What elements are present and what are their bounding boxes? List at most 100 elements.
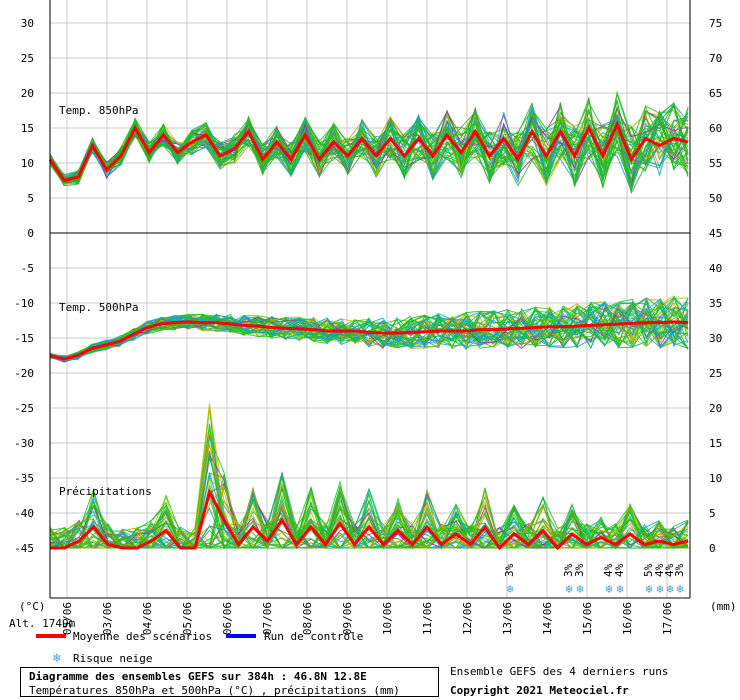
left-tick-label: 10 (21, 157, 34, 170)
axes: 302520151050-5-10-15-20-25-30-35-40-4575… (14, 0, 722, 635)
snow-risk-marker: 4% ❄ (613, 563, 626, 596)
snow-risk-markers: 3%❄3%❄3%❄4%❄4%❄5%❄4%❄4%❄3%❄ (503, 563, 686, 596)
left-tick-label: -40 (14, 507, 34, 520)
t850-panel-label: Temp. 850hPa (59, 104, 138, 117)
runs-note: Ensemble GEFS des 4 derniers runs (450, 665, 669, 678)
date-tick-label: 06/06 (221, 602, 234, 635)
left-tick-label: -15 (14, 332, 34, 345)
left-tick-label: -20 (14, 367, 34, 380)
left-tick-label: -10 (14, 297, 34, 310)
precip-member-line (49, 485, 689, 550)
snow-risk-pct: 5% (642, 563, 655, 577)
date-tick-label: 03/06 (101, 602, 114, 635)
right-tick-label: 60 (709, 122, 722, 135)
snow-legend-label: Risque neige (73, 652, 153, 665)
left-tick-label: -45 (14, 542, 34, 555)
snow-risk-marker: 3% ❄ (573, 563, 586, 596)
left-tick-label: -25 (14, 402, 34, 415)
right-tick-label: 70 (709, 52, 722, 65)
right-tick-label: 75 (709, 17, 722, 30)
t850-mean-line (48, 120, 689, 183)
date-tick-label: 05/06 (181, 602, 194, 635)
left-tick-label: -5 (21, 262, 34, 275)
date-tick-label: 14/06 (541, 602, 554, 635)
snow-risk-marker: 3% ❄ (562, 563, 575, 596)
snow-risk-pct: 3% (573, 563, 586, 577)
right-tick-label: 0 (709, 542, 716, 555)
snow-risk-marker: 4% ❄ (602, 563, 615, 596)
snowflake-icon: ❄ (666, 582, 673, 596)
date-tick-label: 07/06 (261, 602, 274, 635)
snowflake-icon: ❄ (576, 582, 583, 596)
snow-risk-marker: 3% ❄ (673, 563, 686, 596)
right-tick-label: 50 (709, 192, 722, 205)
snowflake-icon: ❄ (645, 582, 652, 596)
snowflake-icon: ❄ (506, 582, 513, 596)
right-tick-label: 20 (709, 402, 722, 415)
date-tick-label: 17/06 (661, 602, 674, 635)
t500-member-line (49, 297, 689, 360)
t500-member-line (49, 301, 689, 360)
right-tick-label: 35 (709, 297, 722, 310)
mean-legend-swatch (36, 634, 66, 638)
date-tick-label: 13/06 (501, 602, 514, 635)
right-unit-label: (mm) (710, 600, 737, 613)
snow-risk-marker: 5% ❄ (642, 563, 655, 596)
left-tick-label: -30 (14, 437, 34, 450)
copyright: Copyright 2021 Meteociel.fr (450, 684, 629, 697)
date-tick-label: 10/06 (381, 602, 394, 635)
snow-risk-marker: 4% ❄ (663, 563, 676, 596)
right-tick-label: 45 (709, 227, 722, 240)
snow-risk-pct: 4% (602, 563, 615, 577)
title-box: Diagramme des ensembles GEFS sur 384h : … (20, 667, 439, 697)
snow-risk-marker: 3% ❄ (503, 563, 516, 596)
t500-mean-line (49, 320, 689, 361)
date-tick-label: 09/06 (341, 602, 354, 635)
left-tick-label: 15 (21, 122, 34, 135)
snowflake-icon: ❄ (53, 651, 61, 666)
precip-member-line (49, 444, 689, 550)
snowflake-icon: ❄ (656, 582, 663, 596)
left-tick-label: 25 (21, 52, 34, 65)
date-tick-label: 11/06 (421, 602, 434, 635)
right-tick-label: 55 (709, 157, 722, 170)
snow-risk-pct: 4% (613, 563, 626, 577)
snow-risk-pct: 3% (503, 563, 516, 577)
right-tick-label: 65 (709, 87, 722, 100)
date-tick-label: 04/06 (141, 602, 154, 635)
right-tick-label: 10 (709, 472, 722, 485)
precip-member-line (49, 473, 689, 550)
t850-member-line (49, 103, 689, 193)
precip-mean-line (50, 487, 689, 551)
chart-subtitle: Températures 850hPa et 500hPa (°C) , pré… (29, 684, 400, 697)
snowflake-icon: ❄ (676, 582, 683, 596)
chart-title: Diagramme des ensembles GEFS sur 384h : … (29, 670, 367, 683)
date-tick-label: 08/06 (301, 602, 314, 635)
right-tick-label: 40 (709, 262, 722, 275)
grid (50, 0, 690, 598)
date-tick-label: 16/06 (621, 602, 634, 635)
date-tick-label: 05/06 (61, 602, 74, 635)
date-tick-label: 15/06 (581, 602, 594, 635)
right-tick-label: 30 (709, 332, 722, 345)
left-tick-label: 30 (21, 17, 34, 30)
ensemble-members (49, 90, 689, 550)
mean-legend-label: Moyenne des scénarios (73, 630, 213, 643)
left-tick-label: -35 (14, 472, 34, 485)
control-legend-label: Run de contrôle (264, 630, 364, 643)
left-unit-label: (°C) (19, 600, 46, 613)
right-tick-label: 25 (709, 367, 722, 380)
snow-risk-pct: 3% (673, 563, 686, 577)
snowflake-icon: ❄ (616, 582, 623, 596)
left-tick-label: 5 (27, 192, 34, 205)
t500-panel-label: Temp. 500hPa (59, 301, 138, 314)
right-tick-label: 15 (709, 437, 722, 450)
snow-risk-pct: 4% (653, 563, 666, 577)
left-tick-label: 0 (27, 227, 34, 240)
snowflake-icon: ❄ (605, 582, 612, 596)
snow-risk-marker: 4% ❄ (653, 563, 666, 596)
snow-risk-pct: 4% (663, 563, 676, 577)
date-tick-label: 12/06 (461, 602, 474, 635)
snow-risk-pct: 3% (562, 563, 575, 577)
